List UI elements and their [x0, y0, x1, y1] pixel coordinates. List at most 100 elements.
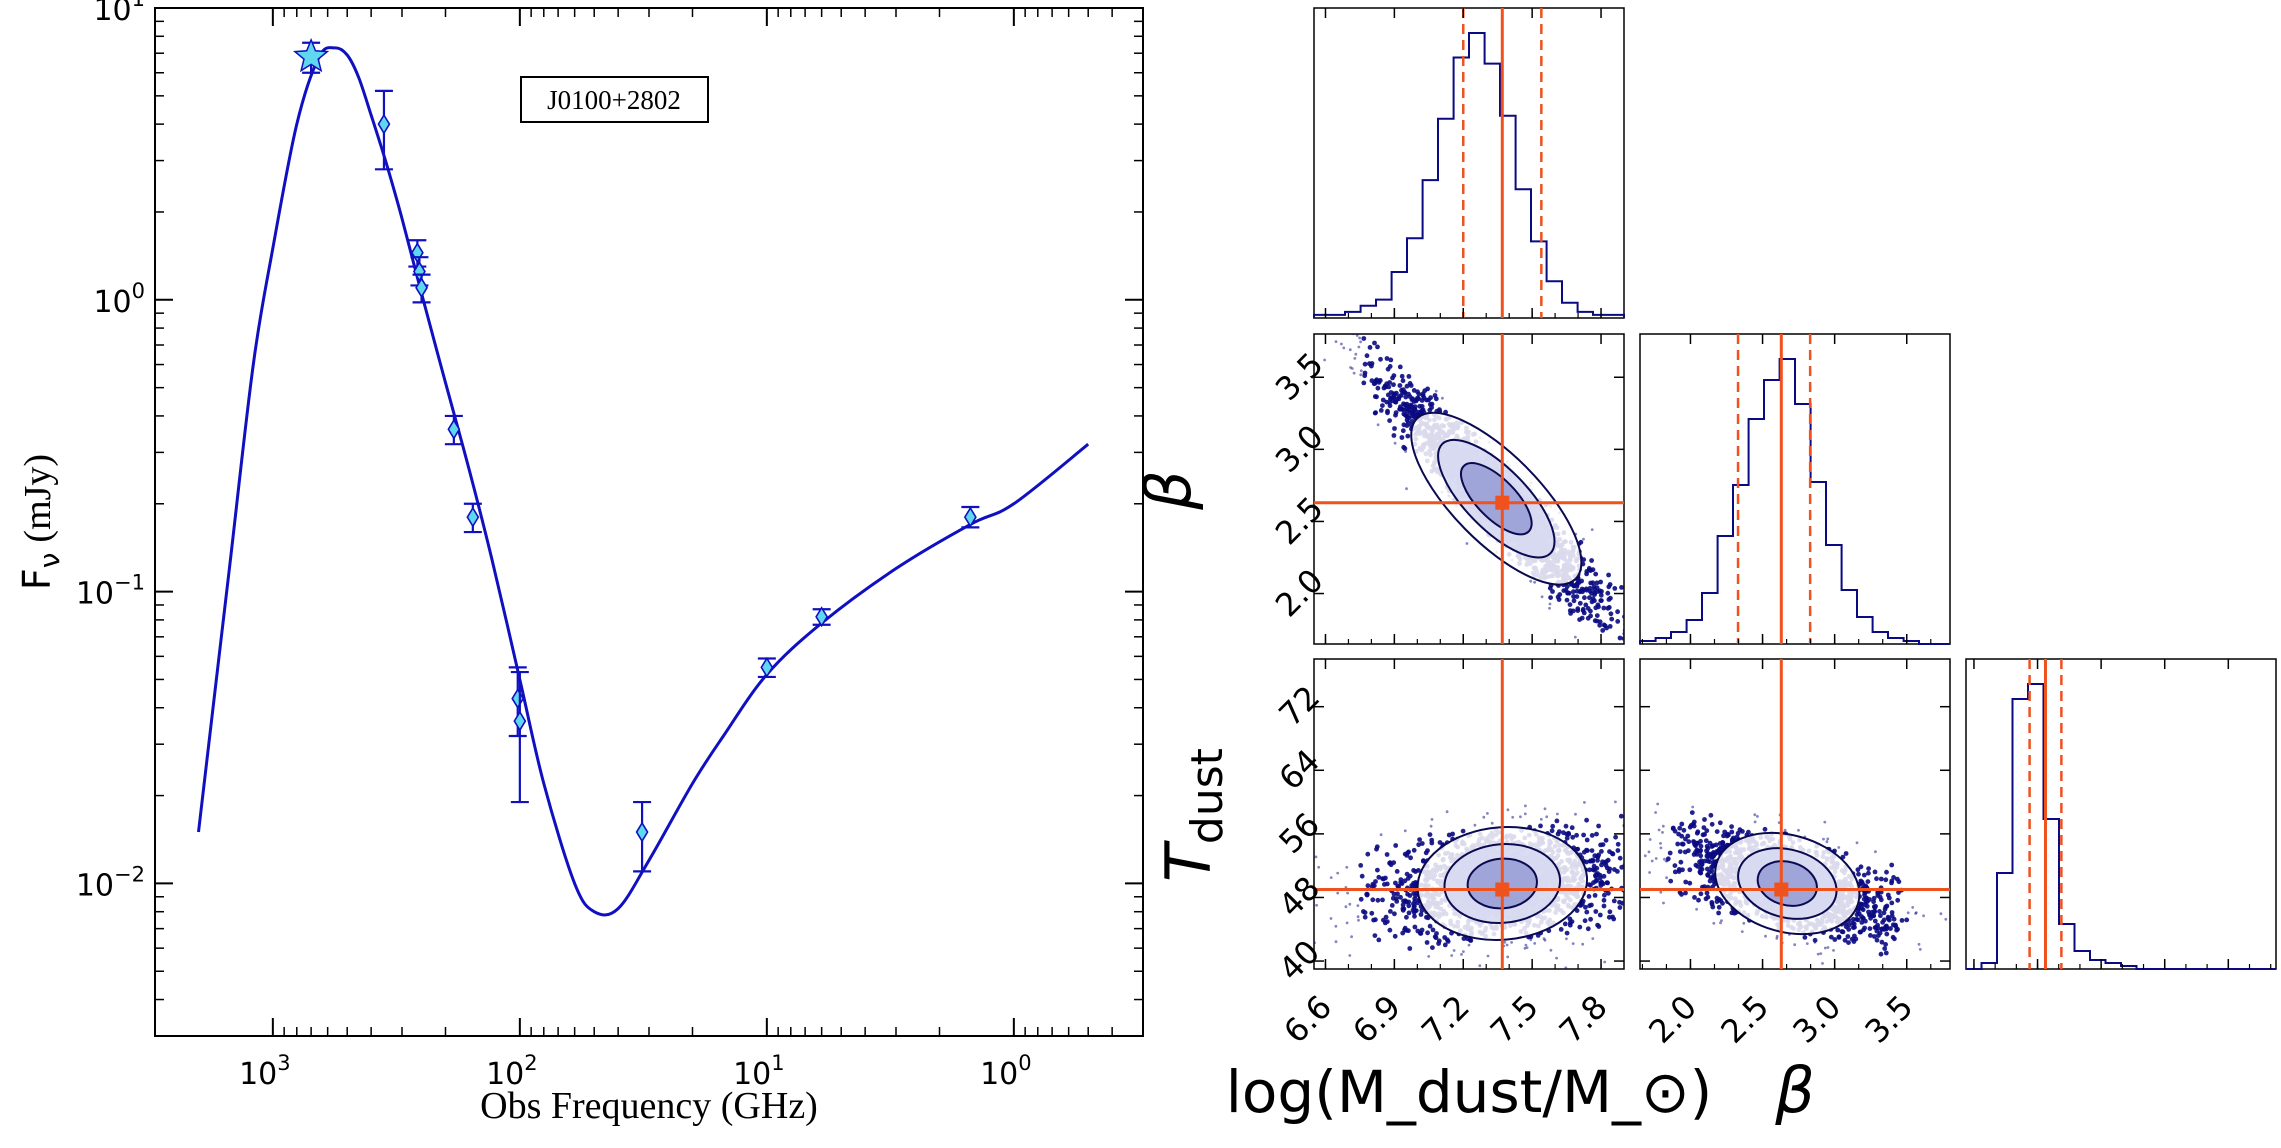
posterior-sample	[1403, 394, 1409, 400]
posterior-sample	[1630, 858, 1635, 863]
posterior-sample	[1376, 937, 1382, 943]
posterior-sample	[1589, 833, 1595, 838]
posterior-sample	[1415, 389, 1420, 395]
posterior-sample	[1584, 587, 1590, 593]
posterior-sample	[1421, 395, 1427, 401]
posterior-sample	[1404, 914, 1409, 920]
star-marker	[292, 37, 330, 73]
posterior-sample	[1583, 801, 1586, 804]
posterior-sample	[1380, 397, 1386, 403]
diamond-marker	[447, 418, 461, 440]
posterior-sample	[1571, 589, 1576, 595]
posterior-sample	[1359, 373, 1363, 377]
posterior-sample	[1835, 927, 1841, 933]
posterior-sample	[1608, 595, 1613, 601]
posterior-sample	[1573, 635, 1577, 639]
posterior-sample	[1404, 928, 1409, 933]
posterior-sample	[1889, 910, 1895, 915]
posterior-sample	[1587, 867, 1592, 873]
posterior-sample	[1624, 891, 1629, 896]
posterior-sample	[1596, 924, 1602, 929]
posterior-sample	[1336, 891, 1340, 895]
posterior-sample	[1385, 410, 1390, 416]
posterior-sample	[1652, 840, 1655, 843]
posterior-sample	[1419, 908, 1425, 913]
posterior-sample	[1619, 864, 1624, 870]
posterior-sample	[1432, 934, 1438, 940]
median-marker	[1495, 882, 1510, 897]
posterior-sample	[1605, 880, 1610, 886]
posterior-sample	[1775, 934, 1779, 938]
posterior-sample	[1533, 942, 1537, 945]
posterior-sample	[1687, 867, 1693, 873]
posterior-sample	[1783, 828, 1787, 832]
posterior-sample	[1856, 871, 1861, 877]
posterior-sample	[1725, 808, 1728, 811]
posterior-sample	[1584, 817, 1589, 823]
posterior-sample	[1462, 950, 1465, 953]
posterior-sample	[1376, 874, 1382, 880]
posterior-sample	[1365, 851, 1371, 857]
posterior-sample	[1601, 897, 1607, 903]
posterior-sample	[1590, 528, 1594, 531]
posterior-sample	[1622, 631, 1624, 637]
posterior-sample	[1357, 345, 1361, 349]
posterior-sample	[1878, 897, 1884, 903]
posterior-sample	[1400, 428, 1406, 434]
posterior-sample	[1524, 943, 1528, 947]
posterior-sample	[1605, 590, 1611, 596]
posterior-sample	[1394, 390, 1399, 396]
posterior-sample	[1564, 835, 1570, 841]
posterior-sample	[1606, 869, 1612, 874]
posterior-sample	[1382, 383, 1388, 389]
posterior-sample	[1323, 358, 1326, 362]
posterior-sample	[1425, 930, 1430, 936]
posterior-sample	[1584, 859, 1589, 865]
posterior-sample	[1654, 862, 1657, 865]
posterior-sample	[1415, 409, 1421, 415]
posterior-sample	[1406, 910, 1412, 916]
posterior-sample	[1574, 832, 1579, 838]
posterior-sample	[1873, 903, 1878, 909]
histogram-logm	[1313, 8, 1625, 318]
posterior-sample	[1615, 848, 1621, 853]
posterior-sample	[1569, 919, 1575, 924]
posterior-sample	[1917, 942, 1921, 946]
posterior-sample	[1567, 602, 1573, 607]
posterior-sample	[1376, 423, 1380, 427]
posterior-sample	[1437, 840, 1443, 845]
posterior-sample	[1617, 905, 1623, 910]
posterior-sample	[1832, 949, 1835, 952]
histogram-step	[1639, 358, 1950, 645]
posterior-sample	[1683, 879, 1689, 885]
posterior-sample	[1893, 924, 1899, 929]
posterior-sample	[1370, 881, 1376, 887]
diamond-marker	[963, 506, 977, 528]
posterior-sample	[1851, 939, 1857, 944]
posterior-sample	[1702, 817, 1707, 822]
posterior-sample	[1396, 394, 1402, 399]
posterior-sample	[1411, 868, 1416, 873]
posterior-sample	[1427, 832, 1433, 837]
posterior-sample	[1890, 934, 1896, 940]
posterior-sample	[1594, 618, 1600, 624]
posterior-sample	[1663, 857, 1666, 861]
posterior-sample	[1735, 830, 1741, 836]
posterior-sample	[1506, 955, 1510, 959]
posterior-sample	[1615, 869, 1620, 874]
posterior-sample	[1632, 870, 1637, 875]
posterior-sample	[1630, 881, 1635, 886]
histogram-beta	[1639, 334, 1950, 645]
posterior-sample	[1404, 414, 1410, 419]
posterior-sample	[1329, 917, 1333, 920]
diamond-marker	[410, 242, 424, 264]
posterior-sample	[1617, 635, 1623, 641]
posterior-sample	[1334, 940, 1338, 944]
posterior-sample	[1580, 606, 1586, 612]
sed-y-tick-exp: −1	[114, 571, 145, 595]
posterior-sample	[1591, 880, 1596, 886]
posterior-sample	[1634, 833, 1637, 836]
posterior-sample	[1622, 823, 1624, 828]
posterior-sample	[1367, 361, 1372, 367]
posterior-sample	[1586, 894, 1592, 899]
